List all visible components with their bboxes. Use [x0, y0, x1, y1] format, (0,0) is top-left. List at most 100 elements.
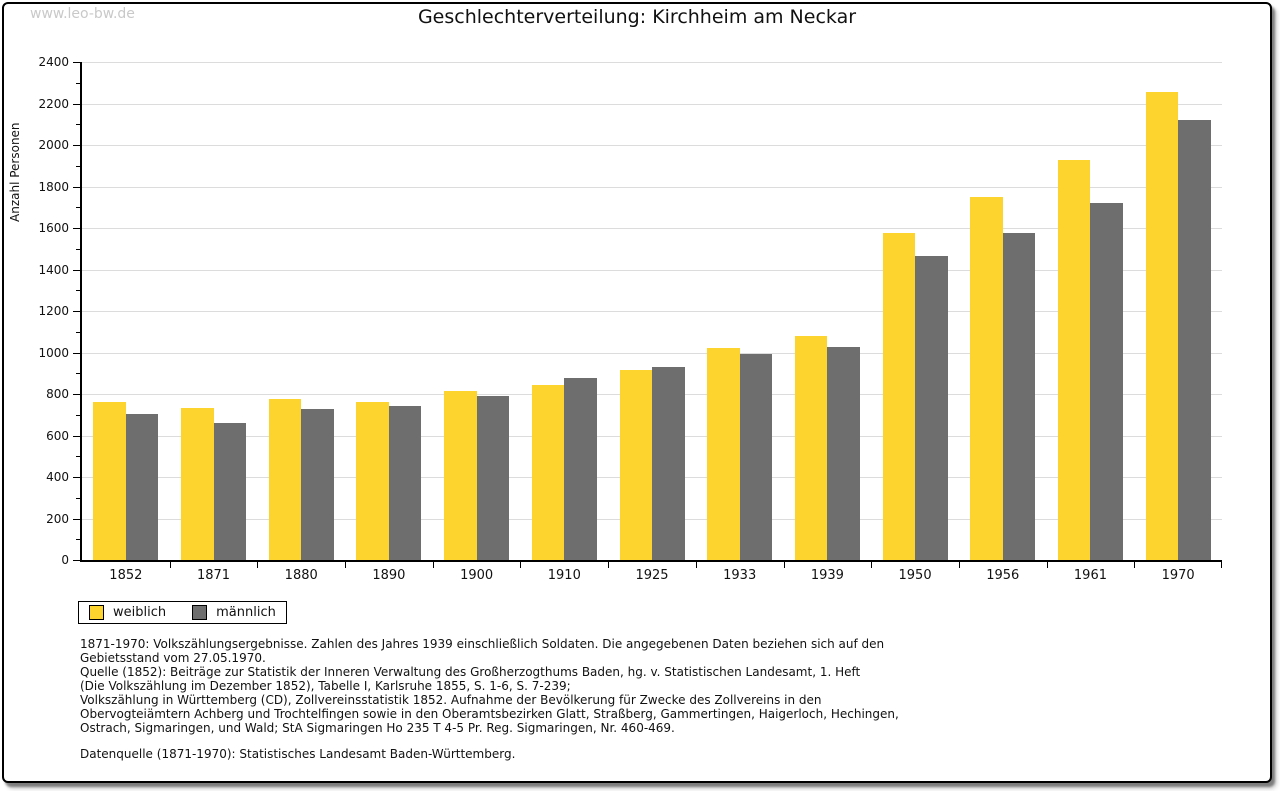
x-axis-tick: [608, 562, 610, 568]
x-axis-tick: [871, 562, 873, 568]
x-axis-tick: [783, 562, 785, 568]
x-axis-tick: [432, 562, 434, 568]
y-axis-tick-minor: [76, 456, 80, 458]
x-axis-tick: [520, 562, 522, 568]
y-tick-label: 0: [61, 553, 69, 567]
bar-weiblich-1961: [1057, 159, 1091, 560]
y-axis-title: Anzahl Personen: [8, 122, 22, 222]
y-axis-tick-major: [73, 186, 80, 188]
y-axis-line: [80, 62, 82, 562]
gridline: [82, 228, 1222, 229]
x-axis-tick: [1221, 562, 1222, 568]
footnote-line: Ostrach, Sigmaringen, und Wald; StA Sigm…: [80, 721, 675, 735]
bar-männlich-1852: [125, 413, 159, 560]
bar-weiblich-1933: [707, 348, 740, 560]
y-axis-tick-major: [73, 145, 80, 146]
y-axis-tick-major: [73, 435, 80, 437]
y-tick-label: 2000: [38, 138, 69, 152]
y-axis-tick-major: [73, 311, 80, 312]
bar-männlich-1933: [739, 353, 773, 560]
footnote-line: Volkszählung in Württemberg (CD), Zollve…: [80, 693, 822, 707]
gridline: [82, 62, 1222, 63]
y-tick-label: 800: [46, 387, 69, 401]
legend-swatch-männlich: [192, 605, 208, 620]
bar-weiblich-1950: [882, 233, 916, 560]
x-tick-label: 1970: [1161, 568, 1195, 583]
footnote-line: 1871-1970: Volkszählungsergebnisse. Zahl…: [80, 637, 885, 651]
gridline: [82, 311, 1222, 312]
x-tick-label: 1950: [898, 568, 932, 583]
gridline: [82, 269, 1222, 271]
x-axis-tick: [345, 562, 347, 568]
legend-item-weiblich: weiblich: [89, 605, 166, 620]
x-tick-label: 1900: [460, 568, 494, 583]
y-axis-tick-major: [73, 269, 80, 271]
y-axis-tick-minor: [76, 290, 80, 292]
legend-label: weiblich: [113, 605, 167, 620]
y-tick-label: 1800: [38, 179, 69, 194]
bar-weiblich-1970: [1145, 92, 1179, 560]
y-tick-label: 2200: [38, 96, 69, 111]
y-axis-tick-major: [73, 518, 80, 520]
datasource-note: Datenquelle (1871-1970): Statistisches L…: [80, 747, 516, 761]
bar-weiblich-1939: [794, 335, 828, 560]
bar-weiblich-1925: [619, 370, 652, 560]
x-tick-label: 1852: [109, 568, 143, 583]
x-tick-label: 1880: [284, 568, 318, 583]
bar-weiblich-1880: [268, 399, 302, 560]
bar-männlich-1890: [388, 406, 422, 560]
footnote-line: Obervogteiämtern Achberg und Trochtelfin…: [80, 707, 899, 721]
y-tick-label: 2400: [38, 55, 69, 69]
y-tick-label: 1600: [38, 221, 69, 235]
bar-männlich-1880: [301, 408, 334, 560]
bar-männlich-1961: [1090, 203, 1123, 560]
legend-label: männlich: [216, 605, 276, 620]
y-axis-tick-major: [73, 477, 80, 478]
y-tick-label: 1200: [38, 304, 69, 318]
y-axis-tick-minor: [76, 124, 80, 126]
plot-area: 1852 1871 1880 1890 1900 1910 1925 1933 1939 1950…: [38, 55, 1222, 583]
x-tick-label: 1925: [635, 568, 669, 583]
y-axis-tick-major: [73, 352, 80, 354]
legend-item-männlich: männlich: [192, 605, 276, 620]
gridline: [82, 145, 1222, 146]
y-tick-label: 1000: [38, 345, 69, 360]
y-axis-tick-major: [73, 394, 80, 395]
bar-männlich-1970: [1178, 120, 1211, 560]
y-axis-tick-minor: [76, 497, 80, 499]
footnote-line: Quelle (1852): Beiträge zur Statistik de…: [80, 665, 861, 679]
y-tick-label: 600: [46, 428, 69, 443]
x-axis-tick: [1134, 562, 1136, 568]
x-tick-label: 1961: [1073, 568, 1107, 583]
x-tick-label: 1933: [723, 568, 757, 583]
chart-page: www.leo-bw.de Geschlechterverteilung: Ki…: [2, 2, 1272, 783]
bar-weiblich-1910: [531, 384, 565, 560]
y-tick-label: 400: [46, 470, 69, 484]
chart-title: Geschlechterverteilung: Kirchheim am Nec…: [417, 6, 857, 28]
bar-weiblich-1900: [444, 390, 477, 560]
y-axis-tick-minor: [76, 414, 80, 416]
x-axis-tick: [695, 562, 697, 568]
y-axis-tick-minor: [76, 248, 80, 250]
gridline: [82, 186, 1222, 188]
x-tick-label: 1956: [986, 568, 1020, 583]
bar-weiblich-1956: [970, 196, 1003, 560]
x-tick-label: 1871: [196, 568, 231, 583]
watermark-link: www.leo-bw.de: [30, 6, 135, 22]
footnote-line: Gebietsstand vom 27.05.1970.: [80, 651, 266, 665]
y-axis-tick-major: [73, 228, 80, 229]
x-axis-tick: [958, 562, 960, 568]
y-axis-tick-minor: [76, 331, 80, 333]
bar-männlich-1939: [827, 347, 860, 560]
bar-männlich-1925: [652, 367, 685, 560]
footnote-line: (Die Volkszählung im Dezember 1852), Tab…: [80, 679, 571, 693]
y-axis-tick-minor: [76, 539, 80, 541]
bar-männlich-1900: [476, 396, 510, 560]
y-tick-label: 1400: [38, 262, 69, 277]
bar-männlich-1956: [1002, 233, 1036, 560]
y-axis-tick-major: [73, 103, 80, 105]
x-axis-tick: [1046, 562, 1048, 568]
y-axis-tick-minor: [76, 82, 80, 84]
y-tick-label: 200: [46, 511, 69, 526]
gridline: [82, 352, 1222, 354]
